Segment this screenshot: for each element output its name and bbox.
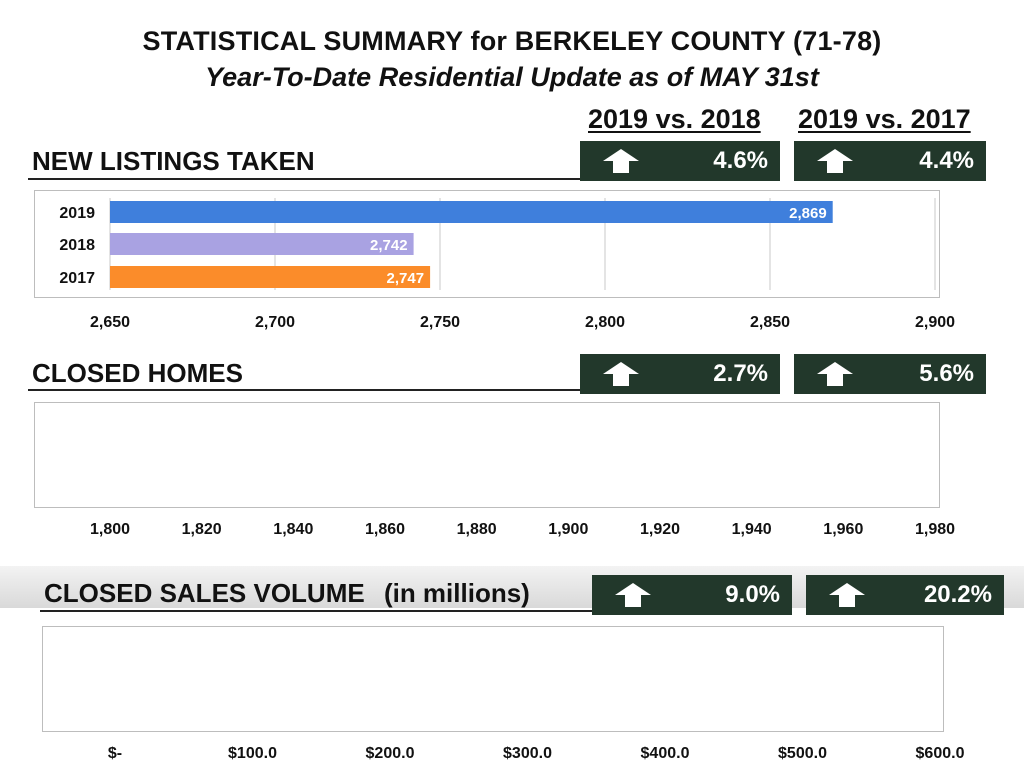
badge-vs-2018: 9.0%	[592, 575, 792, 615]
up-arrow-icon	[603, 149, 639, 173]
x-tick-label: 1,900	[548, 521, 588, 538]
bar-2017	[110, 266, 431, 288]
section-rule	[28, 389, 580, 391]
x-tick-label: 2,700	[255, 314, 295, 331]
badge-vs-2017: 20.2%	[806, 575, 1004, 615]
page-subtitle: Year-To-Date Residential Update as of MA…	[205, 62, 819, 92]
badge-vs-2017: 4.4%	[794, 141, 986, 181]
bar-value-label: 2,747	[387, 270, 425, 287]
section-title-closed-sales-volume: CLOSED SALES VOLUME (in millions)	[44, 578, 530, 609]
x-tick-label: $100.0	[228, 745, 277, 762]
x-tick-label: $300.0	[503, 745, 552, 762]
badge-vs-2018: 4.6%	[580, 141, 780, 181]
up-arrow-icon	[817, 149, 853, 173]
x-tick-label: 1,820	[182, 521, 222, 538]
section-title-suffix: (in millions)	[383, 578, 530, 608]
badge-value: 5.6%	[919, 360, 974, 387]
badge-value: 20.2%	[923, 581, 992, 608]
chart-closed-homes	[34, 402, 940, 508]
x-tick-label: 2,900	[915, 314, 955, 331]
badge-value: 2.7%	[713, 360, 768, 387]
compare-header-2019-vs-2018: 2019 vs. 2018	[588, 104, 761, 134]
section-title-new-listings: NEW LISTINGS TAKEN	[32, 146, 315, 176]
badge-vs-2017: 5.6%	[794, 354, 986, 394]
section-rule	[40, 610, 592, 612]
category-label: 2018	[59, 237, 95, 254]
section-rule	[28, 178, 580, 180]
bar-2019	[110, 201, 833, 223]
badge-vs-2018: 2.7%	[580, 354, 780, 394]
x-tick-label: 2,850	[750, 314, 790, 331]
x-tick-label: 1,980	[915, 521, 955, 538]
x-tick-label: $200.0	[366, 745, 415, 762]
up-arrow-icon	[817, 362, 853, 386]
x-tick-label: $-	[108, 745, 122, 762]
x-tick-label: $600.0	[916, 745, 965, 762]
x-tick-label: 1,840	[273, 521, 313, 538]
x-tick-label: 1,880	[457, 521, 497, 538]
x-tick-label: 2,650	[90, 314, 130, 331]
chart-closed-sales-volume	[42, 626, 944, 732]
x-tick-label: 2,800	[585, 314, 625, 331]
badge-value: 9.0%	[725, 581, 780, 608]
badge-value: 4.6%	[713, 147, 768, 174]
section-title-main: CLOSED SALES VOLUME	[44, 578, 365, 608]
x-tick-label: $500.0	[778, 745, 827, 762]
page-title: STATISTICAL SUMMARY for BERKELEY COUNTY …	[142, 26, 882, 56]
x-tick-label: 1,800	[90, 521, 130, 538]
x-tick-label: $400.0	[641, 745, 690, 762]
up-arrow-icon	[829, 583, 865, 607]
section-title-closed-homes: CLOSED HOMES	[32, 358, 243, 388]
up-arrow-icon	[603, 362, 639, 386]
x-tick-label: 1,960	[823, 521, 863, 538]
category-label: 2019	[59, 205, 95, 222]
x-tick-label: 2,750	[420, 314, 460, 331]
x-tick-label: 1,940	[732, 521, 772, 538]
up-arrow-icon	[615, 583, 651, 607]
badge-value: 4.4%	[919, 147, 974, 174]
compare-header-2019-vs-2017: 2019 vs. 2017	[798, 104, 971, 134]
category-label: 2017	[59, 270, 95, 287]
x-tick-label: 1,860	[365, 521, 405, 538]
bar-value-label: 2,869	[789, 205, 827, 222]
bar-2018	[110, 233, 414, 255]
bar-value-label: 2,742	[370, 237, 408, 254]
x-tick-label: 1,920	[640, 521, 680, 538]
